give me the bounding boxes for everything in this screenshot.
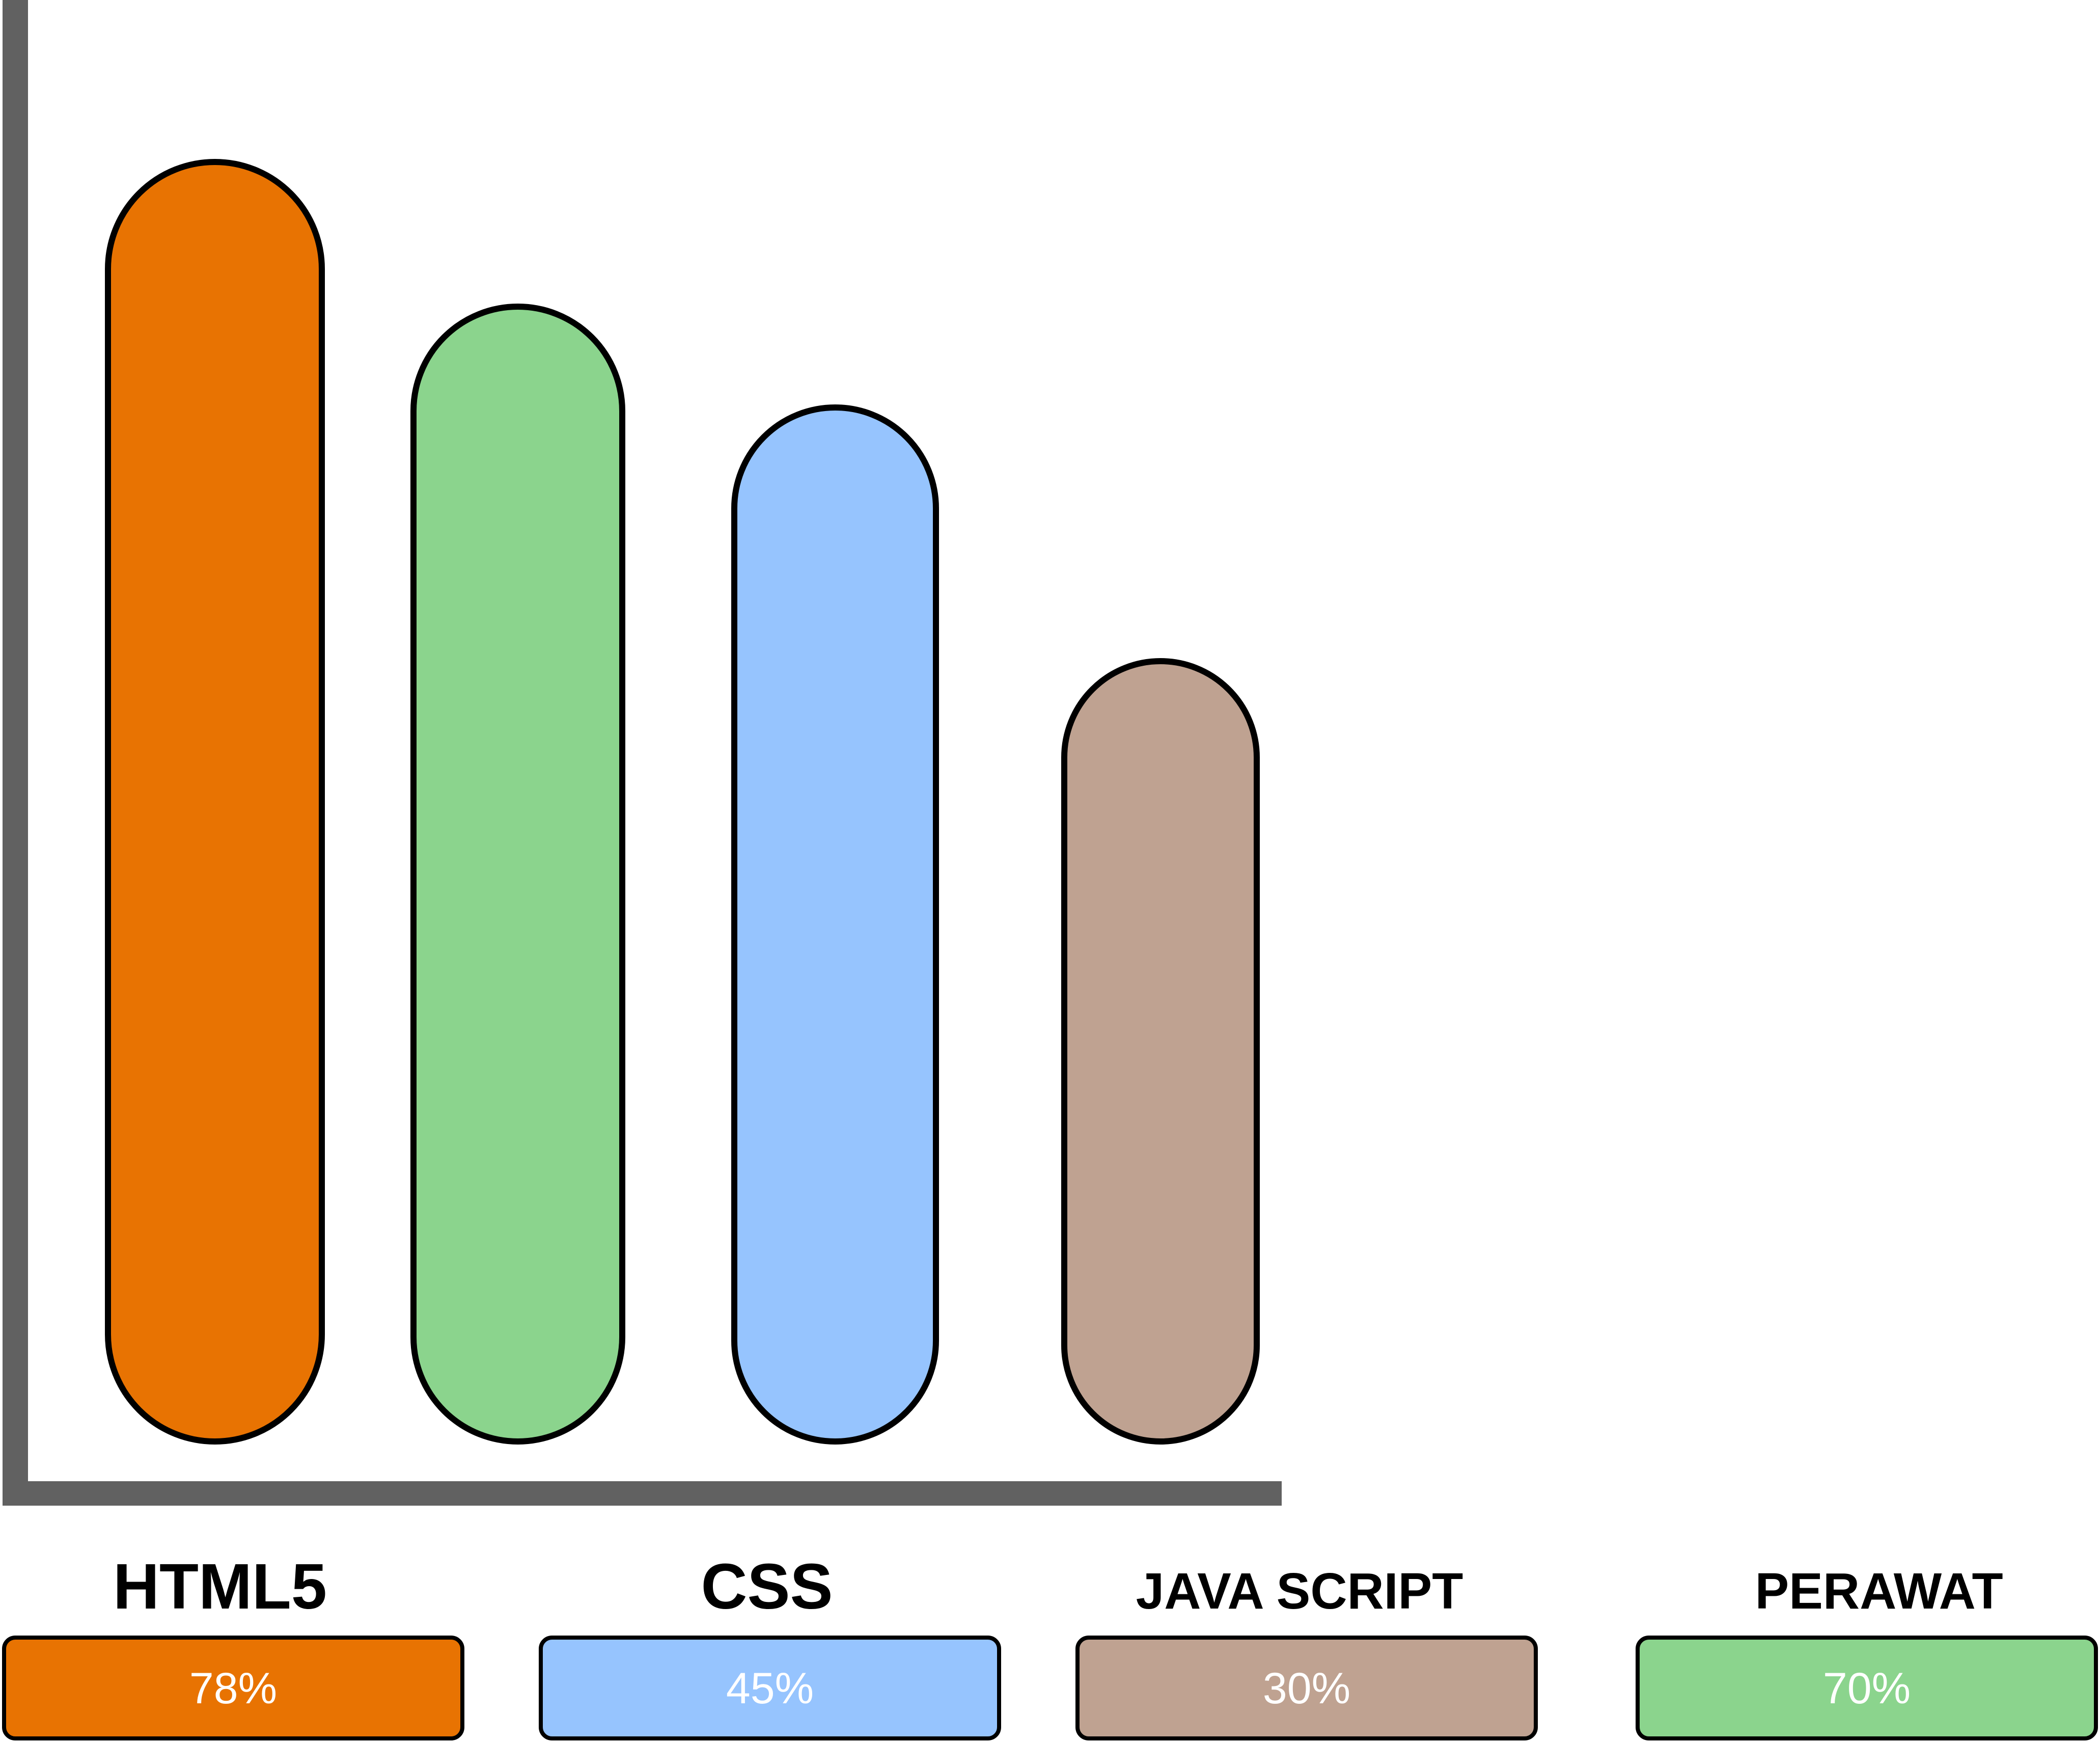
legend-value-css: 45% — [726, 1664, 814, 1713]
legend-label-perawat: PERAWAT — [1755, 1563, 2003, 1620]
legend-item-html5: HTML5 78% — [2, 1550, 464, 1740]
legend-swatch-perawat — [1636, 1636, 2098, 1740]
legend-label-java-script: JAVA SCRIPT — [1136, 1563, 1463, 1620]
legend-label-html5: HTML5 — [113, 1550, 327, 1622]
axes — [3, 0, 1282, 1506]
legend-swatch-html5 — [2, 1636, 464, 1740]
bar-perawat — [1061, 658, 1260, 1445]
y-axis-line — [3, 0, 28, 1506]
bar-java-script — [731, 404, 939, 1445]
x-axis-line — [3, 1481, 1282, 1506]
legend: HTML5 78% CSS 45% JAVA SCRIPT 30% PERAWAT 70% — [2, 1550, 2098, 1740]
legend-item-css: CSS 45% — [539, 1550, 1001, 1740]
legend-value-html5: 78% — [189, 1664, 277, 1713]
bars-layer — [105, 159, 1260, 1445]
legend-value-java-script: 30% — [1263, 1664, 1350, 1713]
legend-item-java-script: JAVA SCRIPT 30% — [1075, 1563, 1538, 1740]
legend-swatch-css — [539, 1636, 1001, 1740]
legend-value-perawat: 70% — [1823, 1664, 1911, 1713]
legend-item-perawat: PERAWAT 70% — [1636, 1563, 2098, 1740]
bar-css — [410, 304, 625, 1445]
legend-swatch-java-script — [1075, 1636, 1538, 1740]
legend-label-css: CSS — [701, 1550, 833, 1622]
bar-html5 — [105, 159, 325, 1445]
